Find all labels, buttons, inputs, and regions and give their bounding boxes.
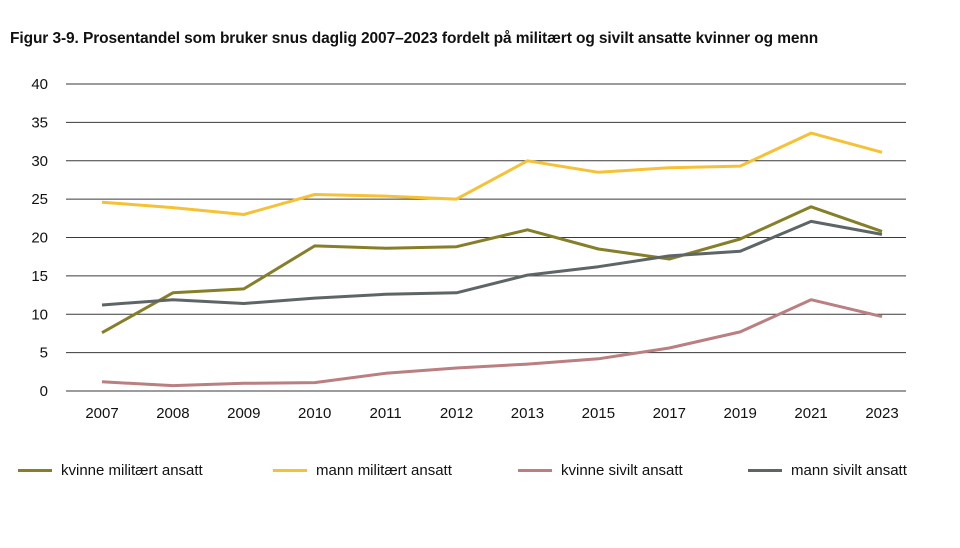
x-tick-label: 2019 — [723, 405, 756, 422]
x-tick-label: 2021 — [794, 405, 827, 422]
legend-swatch — [18, 469, 52, 472]
y-tick-label: 15 — [31, 268, 48, 285]
legend-swatch — [748, 469, 782, 472]
legend-swatch — [273, 469, 307, 472]
x-tick-label: 2015 — [582, 405, 615, 422]
legend-swatch — [518, 469, 552, 472]
chart-title: Figur 3-9. Prosentandel som bruker snus … — [10, 30, 819, 47]
legend-item-kvinne-sivilt: kvinne sivilt ansatt — [518, 462, 683, 479]
y-tick-label: 0 — [40, 383, 48, 400]
y-tick-label: 35 — [31, 114, 48, 131]
series-0 — [101, 205, 883, 335]
y-tick-label: 40 — [31, 76, 48, 93]
y-tick-label: 20 — [31, 230, 48, 247]
x-tick-label: 2012 — [440, 405, 473, 422]
x-tick-label: 2008 — [156, 405, 189, 422]
legend-item-mann-militaert: mann militært ansatt — [273, 462, 452, 479]
y-axis-ticks: 0 5 10 15 20 25 30 35 40 — [31, 76, 48, 400]
series-line — [101, 205, 883, 335]
y-tick-label: 5 — [40, 345, 48, 362]
legend-label: kvinne sivilt ansatt — [561, 462, 683, 479]
series-3 — [101, 219, 883, 307]
x-tick-label: 2017 — [653, 405, 686, 422]
series-lines — [101, 131, 883, 388]
series-2 — [101, 298, 883, 388]
line-chart: 0 5 10 15 20 25 30 35 40 2007 2008 2009 2010 2011 201… — [31, 76, 906, 422]
legend-label: mann sivilt ansatt — [791, 462, 907, 479]
series-line — [101, 219, 883, 307]
legend: kvinne militært ansatt mann militært ans… — [0, 462, 960, 486]
series-line — [101, 298, 883, 388]
y-tick-label: 25 — [31, 191, 48, 208]
x-axis-ticks: 2007 2008 2009 2010 2011 2012 2013 2015 2017 2019… — [85, 405, 898, 422]
x-tick-label: 2023 — [865, 405, 898, 422]
x-tick-label: 2013 — [511, 405, 544, 422]
legend-item-mann-sivilt: mann sivilt ansatt — [748, 462, 907, 479]
x-tick-label: 2011 — [370, 405, 402, 422]
x-tick-label: 2009 — [227, 405, 260, 422]
legend-label: mann militært ansatt — [316, 462, 452, 479]
y-tick-label: 30 — [31, 153, 48, 170]
gridlines — [66, 83, 906, 392]
x-tick-label: 2010 — [298, 405, 331, 422]
series-line — [101, 131, 883, 216]
legend-item-kvinne-militaert: kvinne militært ansatt — [18, 462, 203, 479]
y-tick-label: 10 — [31, 306, 48, 323]
series-1 — [101, 131, 883, 216]
x-tick-label: 2007 — [85, 405, 118, 422]
legend-label: kvinne militært ansatt — [61, 462, 203, 479]
